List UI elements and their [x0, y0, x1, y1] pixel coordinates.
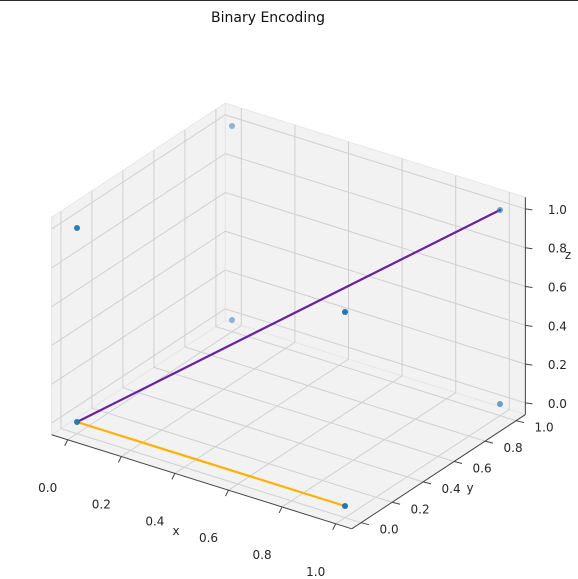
floor-grid-line-y	[184, 346, 486, 442]
floor-grid-line-x	[335, 409, 510, 525]
z-tick-label: 0.0	[548, 397, 567, 411]
y-tick	[453, 460, 463, 464]
y-tick-label: 0.6	[473, 461, 492, 475]
tick-marks	[64, 208, 533, 530]
y-tick	[360, 522, 370, 526]
segment-line-2	[75, 420, 347, 508]
floor-grid-line-y	[153, 366, 455, 462]
scatter-point-4	[497, 401, 503, 407]
x-tick-label: 0.4	[145, 514, 164, 528]
z-tick-label: 0.8	[548, 242, 567, 256]
y-tick	[422, 481, 432, 485]
z-tick	[525, 402, 533, 405]
z-axis-label: z	[565, 248, 571, 262]
z-tick-label: 0.2	[548, 358, 567, 372]
left-grid-line-z	[51, 269, 226, 385]
x-tick-label: 0.8	[253, 548, 272, 562]
floor-grid-line-x	[228, 375, 403, 491]
y-axis-line	[351, 414, 526, 530]
y-tick-label: 0.4	[442, 482, 461, 496]
x-tick-label: 1.0	[306, 565, 325, 579]
z-tick-label: 1.0	[548, 203, 567, 217]
floor-grid-line-y	[122, 387, 424, 483]
y-tick	[391, 501, 401, 505]
y-tick-label: 0.8	[504, 441, 523, 455]
left-grid-line-z	[51, 308, 226, 424]
z-tick-label: 0.4	[548, 319, 567, 333]
floor-grid-line-y	[91, 407, 393, 503]
left-grid-line-z	[51, 230, 226, 346]
scatter-point-1	[74, 419, 80, 425]
z-tick	[525, 286, 533, 289]
y-axis-label: y	[466, 481, 473, 495]
scatter-point-2	[342, 503, 348, 509]
y-tick-label: 1.0	[535, 421, 554, 435]
back-grid-line-z	[225, 191, 526, 287]
scatter-point-5	[74, 225, 80, 231]
z-tick	[525, 208, 533, 211]
x-tick-label: 0.6	[199, 531, 218, 545]
x-tick-label: 0.2	[92, 498, 111, 512]
scatter-point-7	[229, 123, 235, 129]
back-grid-line-z	[225, 153, 526, 249]
chart-title: Binary Encoding	[211, 10, 325, 26]
line-segments	[75, 208, 502, 508]
x-axis-line	[51, 434, 352, 530]
floor-grid-line-x	[281, 392, 456, 508]
x-tick	[225, 489, 229, 497]
back-grid-line-z	[225, 308, 526, 404]
left-grid-line-z	[51, 114, 226, 230]
z-tick	[525, 247, 533, 250]
top-border-line	[0, 0, 578, 1]
left-grid-line-z	[51, 192, 226, 308]
x-tick-label: 0.0	[38, 481, 57, 495]
y-tick-label: 0.0	[380, 523, 399, 537]
scatter-points	[74, 123, 503, 509]
floor-grid-line-x	[121, 341, 296, 457]
y-tick-label: 0.2	[411, 502, 430, 516]
left-grid-line-z	[51, 153, 226, 269]
scatter-point-6	[342, 309, 348, 315]
z-tick	[525, 363, 533, 366]
scatter-point-8	[497, 207, 503, 213]
x-tick	[332, 523, 337, 530]
x-axis-label: x	[172, 524, 179, 538]
z-tick-label: 0.6	[548, 281, 567, 295]
grid-lines	[51, 108, 526, 525]
back-grid-line-z	[225, 269, 526, 365]
floor-grid-line-y	[60, 428, 362, 524]
tick-labels: 0.0 0.2 0.4 0.6 0.8 1.0 0.0 0.2 0.4 0.6 0.8 1.0 0.0 0…	[38, 203, 567, 579]
x-tick	[117, 456, 122, 463]
x-tick	[278, 506, 283, 514]
y-tick	[484, 440, 494, 444]
floor-grid-line-y	[215, 326, 517, 422]
y-tick	[515, 420, 525, 424]
back-grid-line-z	[225, 114, 526, 210]
floor-grid-line-x	[174, 358, 349, 474]
axis-lines	[51, 197, 526, 530]
z-tick	[525, 324, 533, 327]
scatter-point-3	[229, 317, 235, 323]
x-tick	[64, 439, 69, 446]
back-grid-line-z	[225, 230, 526, 326]
segment-line-1	[75, 208, 502, 424]
x-tick	[171, 473, 176, 480]
